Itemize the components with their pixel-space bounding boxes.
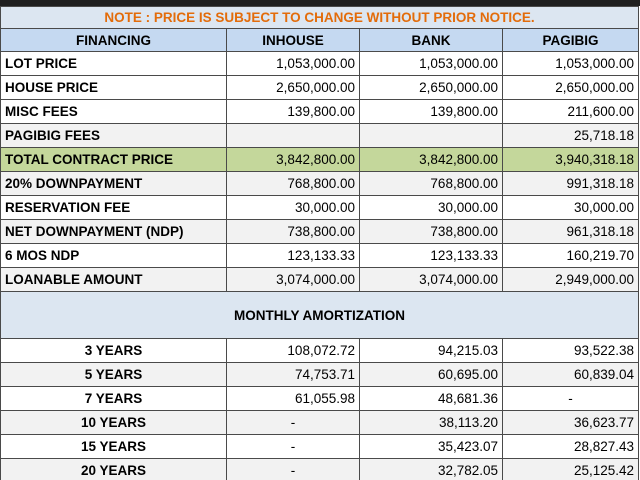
table-row-downpayment: 20% DOWNPAYMENT 768,800.00 768,800.00 99… <box>0 171 640 196</box>
pagibig-value: 2,949,000.00 <box>501 267 640 292</box>
pagibig-value: 1,053,000.00 <box>501 51 640 76</box>
term-label: 5 YEARS <box>0 362 227 387</box>
table-row-pagibig-fees: PAGIBIG FEES 25,718.18 <box>0 123 640 148</box>
row-label: HOUSE PRICE <box>0 75 227 100</box>
bank-value: 48,681.36 <box>359 386 503 411</box>
header-row: FINANCING INHOUSE BANK PAGIBIG <box>0 28 640 52</box>
table-row-total-contract-price: TOTAL CONTRACT PRICE 3,842,800.00 3,842,… <box>0 147 640 172</box>
table-row-reservation-fee: RESERVATION FEE 30,000.00 30,000.00 30,0… <box>0 195 640 220</box>
term-label: 3 YEARS <box>0 338 227 363</box>
table-row-misc-fees: MISC FEES 139,800.00 139,800.00 211,600.… <box>0 99 640 124</box>
pagibig-value: 2,650,000.00 <box>501 75 640 100</box>
bank-value: 94,215.03 <box>359 338 503 363</box>
row-label: PAGIBIG FEES <box>0 123 227 148</box>
bank-value: 30,000.00 <box>359 195 503 220</box>
table-row-net-downpayment: NET DOWNPAYMENT (NDP) 738,800.00 738,800… <box>0 219 640 244</box>
inhouse-value: 139,800.00 <box>226 99 360 124</box>
bank-value: 38,113.20 <box>359 410 503 435</box>
term-label: 15 YEARS <box>0 434 227 459</box>
pagibig-value: 961,318.18 <box>501 219 640 244</box>
term-label: 10 YEARS <box>0 410 227 435</box>
bank-value <box>359 123 503 148</box>
inhouse-value: 738,800.00 <box>226 219 360 244</box>
bank-value: 3,842,800.00 <box>359 147 503 172</box>
table-row-lot-price: LOT PRICE 1,053,000.00 1,053,000.00 1,05… <box>0 51 640 76</box>
row-label: RESERVATION FEE <box>0 195 227 220</box>
inhouse-value: - <box>226 458 360 480</box>
pagibig-value: 991,318.18 <box>501 171 640 196</box>
bank-value: 1,053,000.00 <box>359 51 503 76</box>
pagibig-value: 3,940,318.18 <box>501 147 640 172</box>
table-row-20-years: 20 YEARS - 32,782.05 25,125.42 <box>0 458 640 480</box>
table-row-5-years: 5 YEARS 74,753.71 60,695.00 60,839.04 <box>0 362 640 387</box>
bank-value: 738,800.00 <box>359 219 503 244</box>
bank-value: 139,800.00 <box>359 99 503 124</box>
term-label: 7 YEARS <box>0 386 227 411</box>
amortization-title: MONTHLY AMORTIZATION <box>0 291 640 339</box>
inhouse-value: 74,753.71 <box>226 362 360 387</box>
financing-table: NOTE : PRICE IS SUBJECT TO CHANGE WITHOU… <box>0 6 640 480</box>
table-row-loanable-amount: LOANABLE AMOUNT 3,074,000.00 3,074,000.0… <box>0 267 640 292</box>
row-label: NET DOWNPAYMENT (NDP) <box>0 219 227 244</box>
header-inhouse: INHOUSE <box>226 28 360 52</box>
row-label: 20% DOWNPAYMENT <box>0 171 227 196</box>
table-row-7-years: 7 YEARS 61,055.98 48,681.36 - <box>0 386 640 411</box>
inhouse-value: - <box>226 410 360 435</box>
row-label: TOTAL CONTRACT PRICE <box>0 147 227 172</box>
table-row-15-years: 15 YEARS - 35,423.07 28,827.43 <box>0 434 640 459</box>
bank-value: 768,800.00 <box>359 171 503 196</box>
header-bank: BANK <box>359 28 503 52</box>
pagibig-value: 211,600.00 <box>501 99 640 124</box>
pagibig-value: - <box>501 386 640 411</box>
row-label: MISC FEES <box>0 99 227 124</box>
header-financing: FINANCING <box>0 28 227 52</box>
pagibig-value: 160,219.70 <box>501 243 640 268</box>
header-pagibig: PAGIBIG <box>501 28 640 52</box>
bank-value: 60,695.00 <box>359 362 503 387</box>
bank-value: 32,782.05 <box>359 458 503 480</box>
inhouse-value: 1,053,000.00 <box>226 51 360 76</box>
pagibig-value: 30,000.00 <box>501 195 640 220</box>
bank-value: 123,133.33 <box>359 243 503 268</box>
row-label: LOT PRICE <box>0 51 227 76</box>
pagibig-value: 25,718.18 <box>501 123 640 148</box>
table-row-house-price: HOUSE PRICE 2,650,000.00 2,650,000.00 2,… <box>0 75 640 100</box>
pagibig-value: 36,623.77 <box>501 410 640 435</box>
table-row-3-years: 3 YEARS 108,072.72 94,215.03 93,522.38 <box>0 338 640 363</box>
term-label: 20 YEARS <box>0 458 227 480</box>
inhouse-value: 108,072.72 <box>226 338 360 363</box>
inhouse-value: 768,800.00 <box>226 171 360 196</box>
price-change-note: NOTE : PRICE IS SUBJECT TO CHANGE WITHOU… <box>0 6 640 29</box>
bank-value: 35,423.07 <box>359 434 503 459</box>
inhouse-value: 2,650,000.00 <box>226 75 360 100</box>
bank-value: 2,650,000.00 <box>359 75 503 100</box>
inhouse-value: 3,842,800.00 <box>226 147 360 172</box>
row-label: LOANABLE AMOUNT <box>0 267 227 292</box>
table-row-10-years: 10 YEARS - 38,113.20 36,623.77 <box>0 410 640 435</box>
inhouse-value: 61,055.98 <box>226 386 360 411</box>
pagibig-value: 25,125.42 <box>501 458 640 480</box>
table-row-6-mos-ndp: 6 MOS NDP 123,133.33 123,133.33 160,219.… <box>0 243 640 268</box>
top-border-strip <box>0 0 640 6</box>
pagibig-value: 28,827.43 <box>501 434 640 459</box>
pagibig-value: 93,522.38 <box>501 338 640 363</box>
pagibig-value: 60,839.04 <box>501 362 640 387</box>
note-row: NOTE : PRICE IS SUBJECT TO CHANGE WITHOU… <box>0 6 640 29</box>
row-label: 6 MOS NDP <box>0 243 227 268</box>
amortization-section-row: MONTHLY AMORTIZATION <box>0 291 640 339</box>
inhouse-value: 3,074,000.00 <box>226 267 360 292</box>
inhouse-value: 123,133.33 <box>226 243 360 268</box>
bank-value: 3,074,000.00 <box>359 267 503 292</box>
inhouse-value: - <box>226 434 360 459</box>
inhouse-value <box>226 123 360 148</box>
inhouse-value: 30,000.00 <box>226 195 360 220</box>
